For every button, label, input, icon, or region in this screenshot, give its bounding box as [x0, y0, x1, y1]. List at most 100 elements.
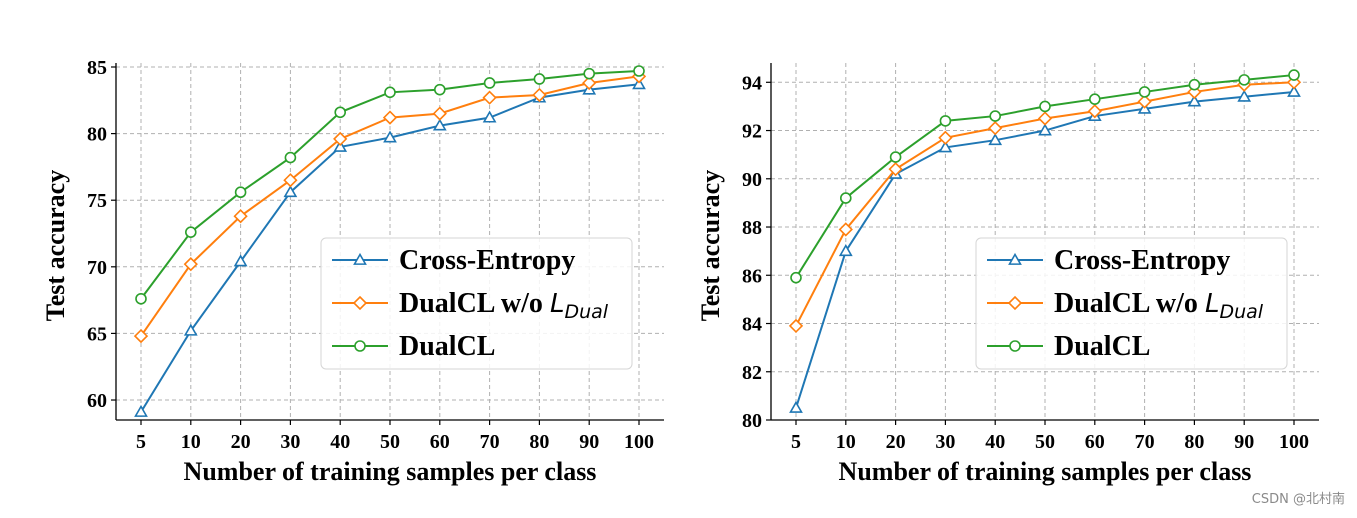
data-point: [482, 90, 497, 105]
x-tick-label: 70: [480, 431, 500, 453]
x-tick-label: 100: [624, 431, 654, 453]
x-tick-label: 20: [886, 431, 906, 453]
x-tick-label: 60: [430, 431, 450, 453]
data-point: [1287, 84, 1301, 97]
data-point: [333, 131, 348, 147]
legend-label: Cross-Entropy: [1054, 245, 1230, 276]
y-tick-label: 86: [742, 265, 762, 287]
data-point: [1089, 93, 1101, 105]
data-point: [1137, 94, 1152, 109]
data-point: [1037, 111, 1053, 126]
data-point: [1288, 69, 1300, 81]
legend-marker: [1008, 252, 1022, 265]
y-tick-label: 75: [87, 190, 107, 212]
y-axis-label: Test accuracy: [696, 170, 725, 321]
legend-label: DualCL w/o LDual: [1054, 288, 1264, 323]
data-point: [1237, 89, 1252, 102]
data-point: [838, 222, 853, 237]
y-tick-label: 94: [742, 72, 762, 94]
x-tick-label: 60: [1085, 431, 1105, 453]
y-tick-label: 88: [742, 217, 762, 239]
data-point: [432, 106, 447, 121]
data-point: [533, 73, 546, 85]
data-point: [633, 65, 645, 77]
data-point: [938, 130, 953, 145]
y-tick-label: 70: [87, 257, 107, 279]
x-tick-label: 90: [579, 431, 599, 453]
legend-marker: [352, 295, 368, 311]
data-point: [233, 209, 248, 224]
x-tick-label: 100: [1279, 431, 1309, 453]
data-point: [383, 130, 397, 143]
data-point: [433, 83, 446, 96]
y-tick-label: 65: [87, 323, 107, 345]
x-tick-label: 40: [330, 431, 350, 453]
data-point: [1138, 86, 1151, 98]
legend-box: [320, 237, 633, 370]
y-tick-label: 82: [742, 362, 762, 384]
x-tick-label: 70: [1135, 431, 1155, 453]
data-point: [790, 271, 802, 284]
x-tick-label: 50: [380, 431, 400, 453]
data-point: [1188, 78, 1201, 91]
x-tick-label: 80: [529, 431, 549, 453]
series-dualcl: [790, 69, 1300, 284]
data-point: [233, 254, 248, 267]
x-tick-label: 30: [935, 431, 955, 453]
legend: Cross-Entropy DualCL w/o LDual DualCL: [975, 237, 1288, 370]
legend-marker: [1007, 295, 1023, 311]
data-point: [1039, 100, 1051, 113]
data-point: [483, 77, 496, 89]
x-tick-label: 20: [231, 431, 251, 453]
legend-marker: [353, 252, 367, 265]
data-point: [988, 120, 1003, 136]
y-tick-label: 80: [742, 410, 762, 432]
legend-marker: [1009, 340, 1021, 352]
x-tick-label: 10: [181, 431, 201, 453]
data-point: [582, 75, 597, 91]
x-tick-label: 5: [136, 431, 146, 453]
data-point: [333, 139, 348, 152]
data-point: [183, 323, 198, 336]
y-tick-label: 80: [87, 124, 107, 146]
x-axis-label: Number of training samples per class: [184, 457, 597, 486]
data-point: [283, 185, 298, 198]
data-point: [888, 162, 903, 177]
data-point: [283, 173, 298, 188]
data-point: [583, 67, 596, 80]
y-tick-label: 60: [87, 390, 107, 412]
data-point: [183, 257, 198, 272]
legend-box: [975, 237, 1288, 370]
legend-label: DualCL: [399, 331, 495, 362]
data-point: [938, 140, 953, 153]
y-tick-label: 92: [742, 121, 762, 143]
data-point: [1238, 74, 1250, 86]
data-point: [532, 87, 547, 103]
data-point: [382, 110, 398, 125]
legend-label: DualCL: [1054, 331, 1150, 362]
x-axis-label: Number of training samples per class: [839, 457, 1252, 486]
chart-2: 5 10 20 30 40 50 60 70 80 90 100 80 82 84 86 88 90 92 94 Nu…: [696, 63, 1319, 486]
data-point: [134, 404, 148, 417]
data-point: [234, 186, 247, 199]
data-point: [482, 110, 497, 123]
x-tick-label: 5: [791, 431, 801, 453]
data-point: [789, 400, 803, 413]
data-point: [284, 151, 297, 164]
data-point: [135, 292, 147, 305]
data-point: [185, 226, 197, 238]
x-tick-label: 40: [985, 431, 1005, 453]
data-point: [989, 110, 1002, 122]
y-tick-label: 84: [742, 314, 762, 336]
legend-label: Cross-Entropy: [399, 245, 575, 276]
legend-marker: [354, 340, 366, 352]
data-point: [1038, 123, 1052, 136]
watermark: CSDN @北村南: [1251, 492, 1345, 507]
data-point: [384, 86, 396, 99]
y-tick-label: 90: [742, 169, 762, 191]
data-point: [988, 133, 1003, 146]
y-tick-label: 85: [87, 57, 107, 79]
x-tick-label: 50: [1035, 431, 1055, 453]
data-point: [1187, 94, 1202, 107]
